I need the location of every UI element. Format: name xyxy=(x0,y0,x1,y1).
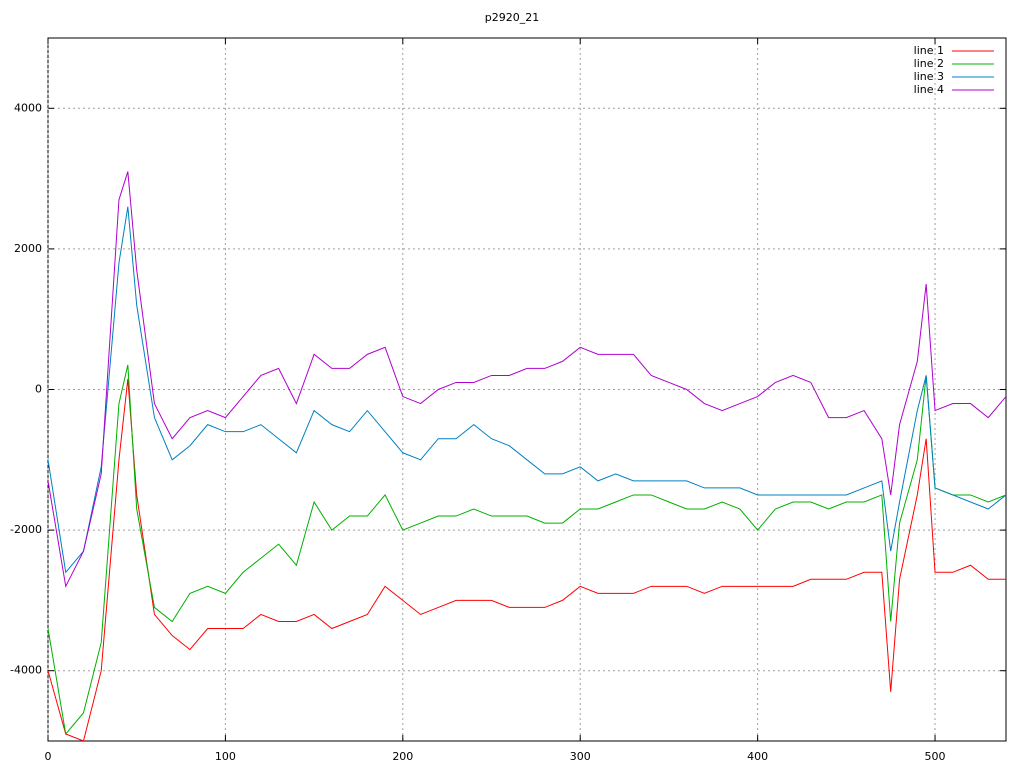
y-tick-label: -4000 xyxy=(10,664,42,677)
plot-area xyxy=(48,171,1006,741)
plot-frame xyxy=(47,37,1007,742)
y-tick-label: 4000 xyxy=(14,101,42,114)
legend-label: line 3 xyxy=(914,70,944,83)
y-tick-label: 2000 xyxy=(14,242,42,255)
x-tick-label: 500 xyxy=(925,750,946,763)
series-line xyxy=(48,364,1006,736)
y-tick-label: -2000 xyxy=(10,523,42,536)
series-line xyxy=(48,171,1006,588)
x-tick-label: 400 xyxy=(747,750,768,763)
legend-label: line 2 xyxy=(914,57,944,70)
chart-title: p2920_21 xyxy=(485,11,539,24)
legend-label: line 1 xyxy=(914,44,944,57)
x-tick-label: 200 xyxy=(392,750,413,763)
y-tick-label: 0 xyxy=(35,383,42,396)
x-tick-label: 300 xyxy=(570,750,591,763)
legend-label: line 4 xyxy=(914,83,944,96)
x-tick-label: 0 xyxy=(45,750,52,763)
x-tick-label: 100 xyxy=(215,750,236,763)
series-line xyxy=(48,206,1006,574)
series-line xyxy=(48,378,1006,741)
